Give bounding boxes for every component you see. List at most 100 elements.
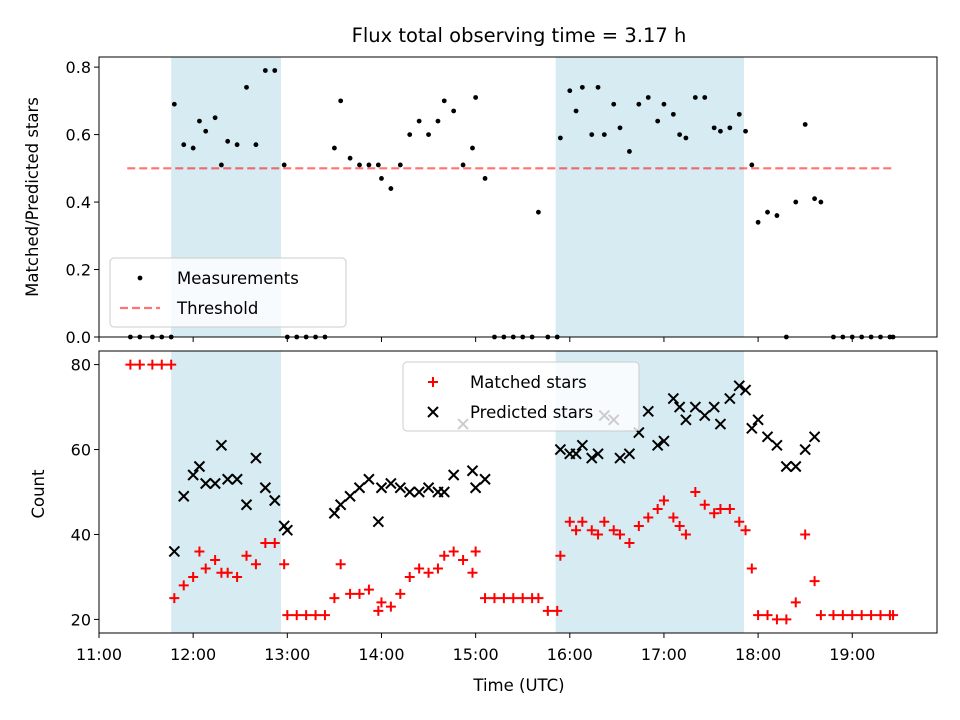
data-point bbox=[623, 448, 636, 460]
data-point bbox=[746, 422, 758, 435]
data-point bbox=[595, 84, 601, 90]
data-point bbox=[536, 209, 541, 215]
data-point bbox=[771, 439, 783, 451]
data-point bbox=[837, 610, 848, 621]
legend-marker bbox=[137, 275, 143, 281]
data-point bbox=[215, 439, 228, 451]
data-point bbox=[416, 118, 422, 124]
data-point bbox=[467, 567, 478, 578]
data-point bbox=[586, 452, 598, 464]
data-point bbox=[790, 460, 802, 473]
data-point bbox=[156, 359, 167, 370]
data-point bbox=[508, 593, 519, 604]
data-point bbox=[645, 95, 651, 100]
data-point bbox=[589, 132, 595, 137]
data-point bbox=[335, 559, 346, 570]
data-point bbox=[680, 414, 692, 426]
x-tick-label: 18:00 bbox=[735, 645, 781, 664]
data-point bbox=[435, 118, 441, 124]
data-point bbox=[423, 567, 434, 578]
data-point bbox=[781, 614, 792, 625]
data-point bbox=[802, 122, 808, 127]
data-point bbox=[480, 593, 491, 604]
data-point bbox=[212, 115, 218, 121]
data-point bbox=[715, 503, 726, 514]
data-point bbox=[856, 610, 867, 621]
data-point bbox=[533, 593, 544, 604]
data-point bbox=[469, 482, 482, 494]
data-point bbox=[439, 550, 450, 561]
data-point bbox=[181, 142, 187, 148]
data-point bbox=[579, 84, 585, 90]
y-tick-label: 0.4 bbox=[66, 193, 91, 212]
y-tick-label: 80 bbox=[71, 356, 91, 375]
data-point bbox=[592, 448, 604, 460]
data-point bbox=[692, 95, 698, 100]
data-point bbox=[554, 443, 567, 456]
data-point bbox=[815, 610, 826, 621]
data-point bbox=[272, 68, 278, 73]
data-point bbox=[808, 431, 821, 443]
data-point bbox=[734, 516, 745, 527]
data-point bbox=[733, 380, 745, 392]
y-tick-label: 0.0 bbox=[66, 328, 91, 347]
data-point bbox=[347, 155, 353, 161]
data-point bbox=[222, 567, 233, 578]
series-predicted-stars bbox=[168, 380, 821, 558]
data-point bbox=[658, 435, 670, 447]
data-point bbox=[376, 597, 387, 608]
legend-label: Threshold bbox=[176, 299, 258, 318]
data-point bbox=[221, 473, 234, 485]
data-point bbox=[793, 199, 799, 205]
x-tick-label: 19:00 bbox=[829, 645, 875, 664]
data-point bbox=[407, 132, 413, 137]
data-point bbox=[866, 610, 877, 621]
data-point bbox=[736, 111, 742, 117]
data-point bbox=[470, 145, 475, 151]
x-tick-label: 14:00 bbox=[358, 645, 404, 664]
data-point bbox=[627, 149, 632, 154]
data-point bbox=[570, 448, 582, 460]
data-point bbox=[438, 486, 450, 498]
top-panel: 0.0 0.2 0.4 0.6 0.8 Matched/Predicted stars Me… bbox=[23, 56, 938, 347]
data-point bbox=[187, 469, 199, 481]
data-point bbox=[354, 588, 365, 599]
data-point bbox=[567, 88, 573, 94]
data-point bbox=[755, 219, 761, 225]
data-point bbox=[683, 135, 689, 141]
data-point bbox=[727, 125, 733, 131]
legend-marker bbox=[428, 377, 438, 387]
y-tick-label: 0.8 bbox=[66, 58, 91, 77]
data-point bbox=[670, 111, 676, 117]
data-point bbox=[658, 495, 669, 506]
data-point bbox=[673, 401, 686, 413]
data-point bbox=[680, 529, 691, 540]
data-point bbox=[818, 199, 824, 205]
data-point bbox=[586, 525, 597, 536]
data-point bbox=[363, 584, 374, 595]
shaded-interval-2 bbox=[555, 57, 744, 337]
data-point bbox=[240, 499, 253, 511]
legend: Matched stars Predicted stars bbox=[402, 361, 640, 432]
data-point bbox=[334, 499, 347, 511]
data-point bbox=[633, 520, 644, 531]
data-point bbox=[615, 529, 626, 540]
data-point bbox=[643, 512, 654, 523]
data-point bbox=[388, 186, 394, 191]
data-point bbox=[460, 162, 466, 168]
data-point bbox=[762, 610, 773, 621]
data-point bbox=[473, 95, 479, 100]
x-tick-label: 13:00 bbox=[264, 645, 310, 664]
data-point bbox=[498, 593, 509, 604]
data-point bbox=[555, 550, 566, 561]
data-point bbox=[344, 490, 356, 502]
data-point bbox=[244, 84, 249, 90]
data-point bbox=[552, 605, 563, 616]
data-point bbox=[611, 101, 617, 107]
data-point bbox=[780, 460, 793, 473]
data-point bbox=[517, 593, 528, 604]
chart-title: Flux total observing time = 3.17 h bbox=[352, 24, 687, 47]
data-point bbox=[353, 482, 366, 494]
